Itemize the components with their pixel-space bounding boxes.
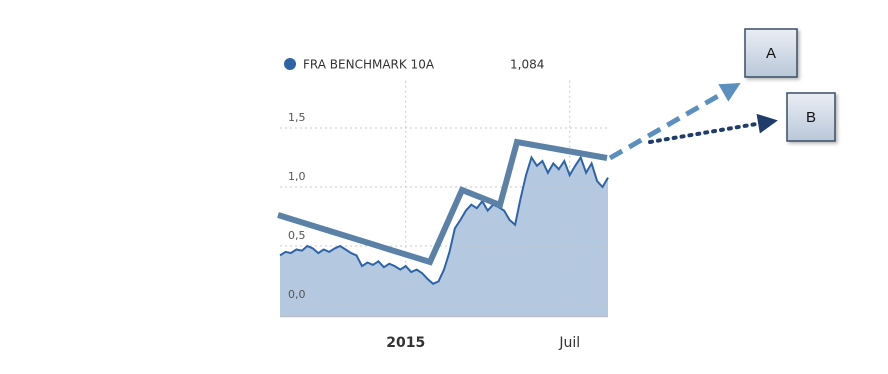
box-b [786, 92, 836, 142]
trend-overlay [277, 138, 608, 266]
legend-label: FRA BENCHMARK 10A [303, 58, 435, 72]
y-tick-label: 0,0 [288, 288, 306, 301]
legend-marker [284, 58, 296, 70]
arrow-b [648, 113, 778, 144]
y-tick-label: 0,5 [288, 229, 306, 242]
plot-area: 0,0 0,5 1,0 1,5 2015 Juil [279, 80, 609, 351]
area [280, 157, 608, 317]
latest-value: 1,084 [510, 58, 544, 72]
x-tick-label: 2015 [386, 335, 425, 351]
arrow-a [608, 83, 741, 161]
line [279, 155, 609, 285]
box-a-label: A [766, 45, 776, 62]
x-tick-label: Juil [558, 335, 580, 351]
box-b-label: B [806, 109, 816, 126]
y-tick-label: 1,5 [288, 111, 306, 124]
y-tick-label: 1,0 [288, 170, 306, 183]
box-a [744, 28, 798, 78]
